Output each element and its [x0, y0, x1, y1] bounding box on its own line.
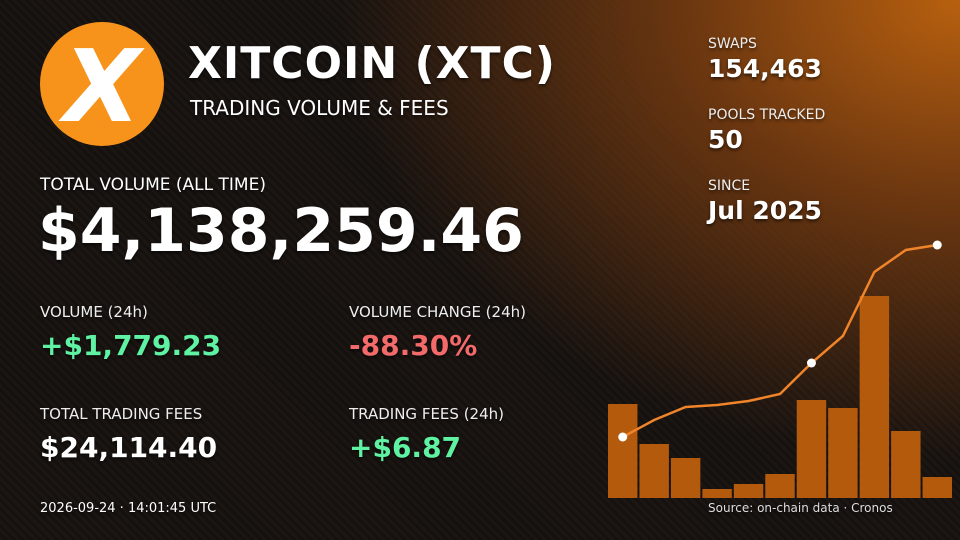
logo-glyph: X: [63, 28, 141, 145]
stat-label: VOLUME CHANGE (24h): [349, 303, 526, 321]
total-label: TOTAL VOLUME (ALL TIME): [40, 175, 266, 195]
bar: [922, 477, 952, 498]
bar: [670, 458, 701, 498]
stat-label: TOTAL TRADING FEES: [40, 405, 203, 423]
stat-label: TRADING FEES (24h): [349, 405, 504, 423]
bar: [765, 474, 795, 498]
side-value: 50: [708, 125, 743, 154]
bar: [859, 296, 890, 498]
logo: X: [40, 22, 164, 146]
stat-value: +$1,779.23: [40, 329, 222, 362]
title: XITCOIN (XTC): [188, 38, 556, 89]
stat-value: $24,114.40: [40, 431, 218, 464]
marker: [932, 240, 942, 250]
total-value: $4,138,259.46: [38, 196, 524, 266]
source: Source: on-chain data · Cronos: [708, 501, 893, 515]
bar: [702, 489, 732, 498]
side-label: SINCE: [708, 178, 751, 194]
bar: [733, 484, 764, 498]
stat-value: +$6.87: [349, 431, 462, 464]
marker: [806, 358, 816, 368]
bar: [608, 404, 638, 498]
line: [622, 243, 938, 439]
side-label: SWAPS: [708, 36, 757, 52]
marker: [618, 432, 628, 442]
bar: [828, 408, 858, 498]
bar: [796, 400, 827, 498]
side-value: Jul 2025: [708, 196, 822, 225]
timestamp: 2026-09-24 · 14:01:45 UTC: [40, 501, 217, 516]
subtitle: TRADING VOLUME & FEES: [190, 96, 449, 120]
bar: [891, 431, 921, 498]
side-label: POOLS TRACKED: [708, 107, 826, 123]
side-value: 154,463: [708, 54, 822, 83]
bar: [639, 444, 669, 498]
stat-label: VOLUME (24h): [40, 303, 148, 321]
stat-value: -88.30%: [349, 329, 478, 362]
